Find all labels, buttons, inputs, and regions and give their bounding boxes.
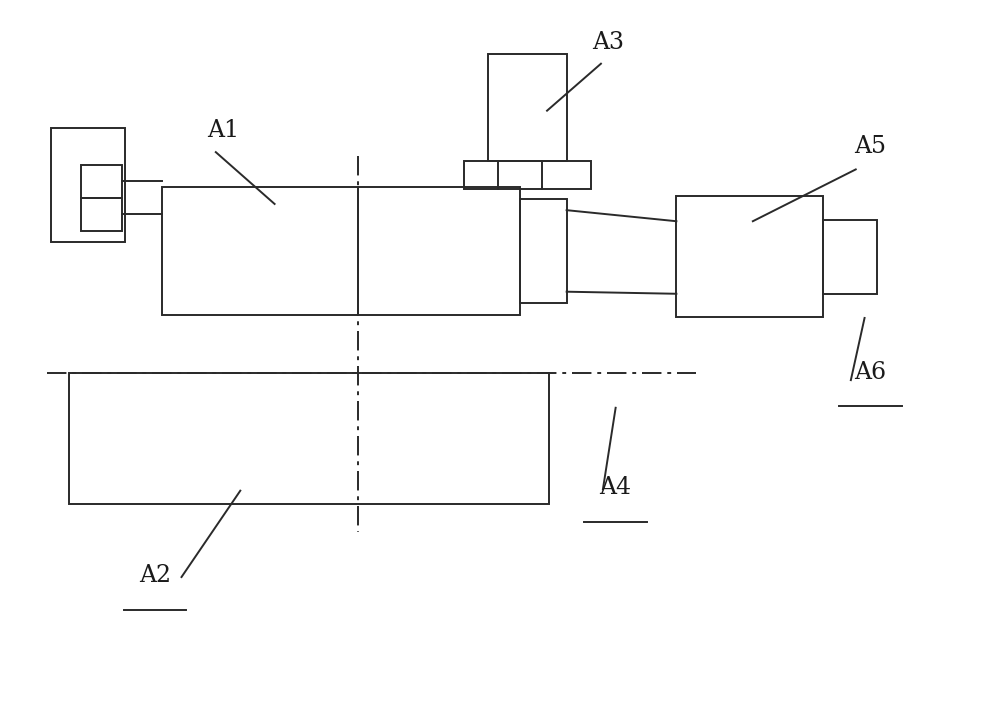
Bar	[358, 187, 520, 314]
Text: A2: A2	[139, 565, 171, 587]
Text: A6: A6	[854, 360, 887, 384]
Bar	[162, 187, 358, 314]
Text: A1: A1	[208, 118, 240, 142]
Bar	[69, 373, 549, 505]
Text: A3: A3	[592, 31, 624, 54]
Bar	[81, 197, 122, 231]
Bar	[520, 199, 567, 302]
Bar	[488, 54, 567, 161]
Bar	[464, 161, 591, 189]
Bar	[823, 220, 877, 295]
Text: A5: A5	[854, 135, 886, 158]
Bar	[676, 196, 823, 317]
Text: A4: A4	[600, 476, 632, 499]
Bar	[81, 164, 122, 197]
Bar	[51, 128, 125, 242]
